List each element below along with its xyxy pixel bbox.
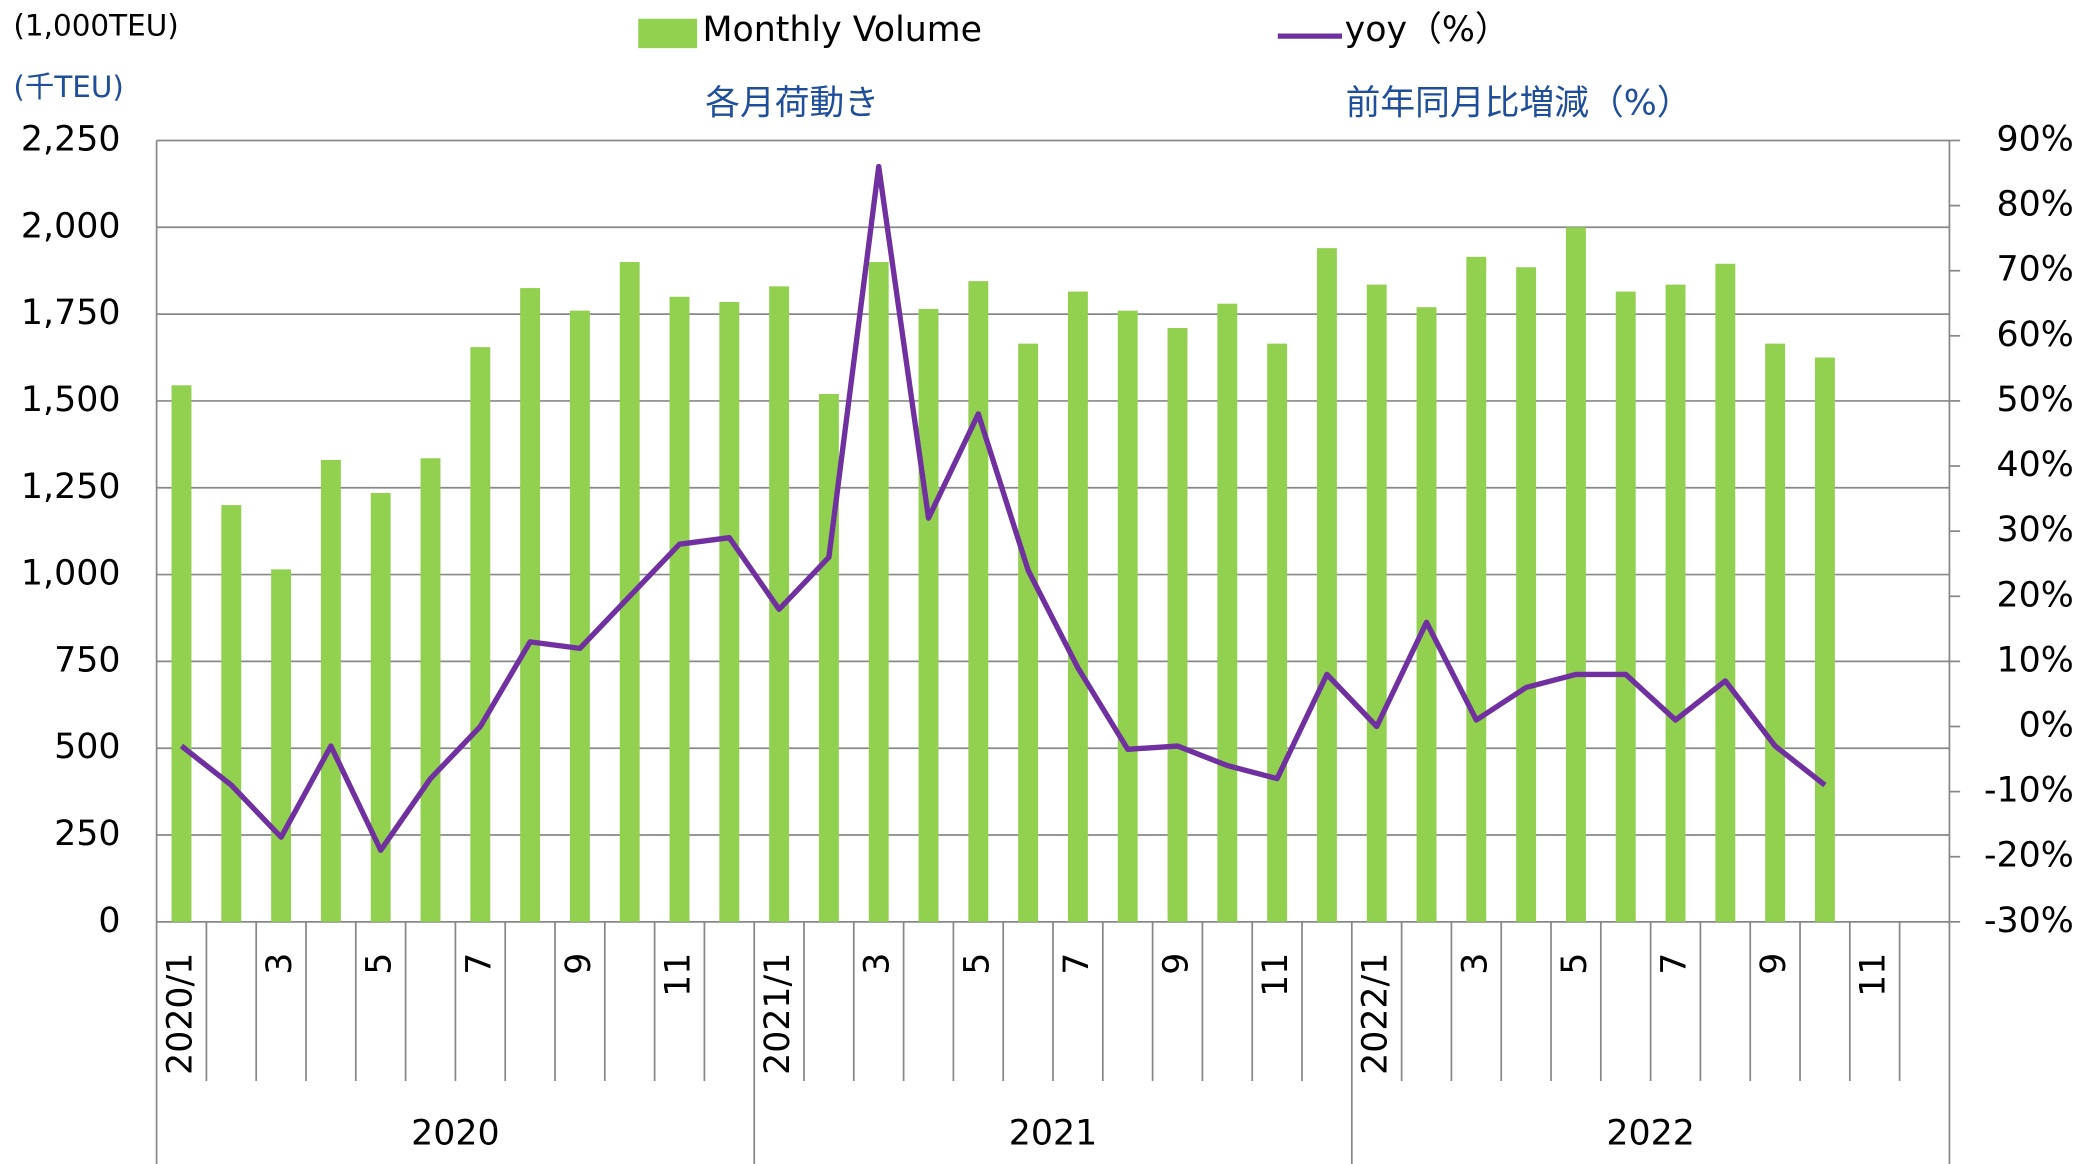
x-tick-label: 2021/1	[758, 953, 798, 1075]
y2-tick-label: 80%	[1997, 185, 2074, 225]
y2-tick-label: -20%	[1984, 836, 2074, 876]
bar	[1765, 343, 1786, 922]
bar	[868, 262, 889, 922]
bar	[171, 385, 192, 922]
y-tick-label: 1,500	[21, 380, 121, 420]
y2-tick-label: 60%	[1997, 315, 2074, 355]
bar	[1217, 303, 1238, 922]
bar	[520, 288, 541, 922]
unit-label-ja: (千TEU)	[13, 70, 123, 104]
y2-tick-label: 70%	[1997, 250, 2074, 290]
subtitle: 前年同月比増減（%）	[1346, 83, 1692, 123]
bar	[1516, 267, 1537, 922]
legend-label: Monthly Volume	[702, 10, 982, 50]
x-tick-label: 5	[1555, 953, 1595, 975]
y2-tick-label: 20%	[1997, 575, 2074, 615]
bar	[1615, 291, 1636, 922]
bar	[1067, 291, 1088, 922]
y2-tick-label: 30%	[1997, 510, 2074, 550]
x-tick-label: 5	[957, 953, 997, 975]
y-tick-label: 0	[98, 901, 120, 941]
x-tick-label: 3	[858, 953, 898, 975]
y-tick-label: 500	[54, 727, 120, 767]
legend-swatch	[638, 18, 698, 49]
bar	[1466, 256, 1487, 922]
y2-tick-label: 40%	[1997, 445, 2074, 485]
x-tick-label: 11	[1854, 953, 1894, 997]
x-tick-label: 5	[360, 953, 400, 975]
x-tick-label: 7	[1057, 953, 1097, 975]
bar	[221, 505, 242, 922]
y2-tick-label: -10%	[1984, 771, 2074, 811]
bar	[569, 310, 590, 922]
bar	[918, 308, 939, 922]
y-tick-label: 2,000	[21, 206, 121, 246]
bar	[1814, 357, 1835, 922]
bar	[470, 347, 491, 922]
x-tick-label: 2020/1	[161, 953, 201, 1075]
x-tick-label: 2022/1	[1356, 953, 1396, 1075]
bar	[669, 296, 690, 922]
y-tick-label: 750	[54, 640, 120, 680]
x-tick-label: 7	[1655, 953, 1695, 975]
bar	[1715, 263, 1736, 922]
x-tick-label: 3	[260, 953, 300, 975]
y2-tick-label: 90%	[1997, 119, 2074, 159]
y-tick-label: 2,250	[21, 119, 121, 159]
y-tick-label: 1,250	[21, 467, 121, 507]
y-tick-label: 1,750	[21, 293, 121, 333]
unit-label: (1,000TEU)	[13, 8, 178, 42]
x-tick-label: 7	[459, 953, 499, 975]
x-tick-label: 3	[1455, 953, 1495, 975]
bar	[1565, 227, 1586, 922]
line	[179, 163, 1827, 853]
bar	[370, 492, 391, 922]
bar	[1416, 307, 1437, 922]
x-tick-label: 9	[1754, 953, 1794, 975]
bar	[1366, 284, 1387, 922]
y2-tick-label: -30%	[1984, 901, 2074, 941]
year-label: 2021	[1009, 1114, 1097, 1154]
bar	[420, 458, 441, 922]
y2-tick-label: 50%	[1997, 380, 2074, 420]
bar	[968, 281, 989, 922]
x-tick-label: 11	[1256, 953, 1296, 997]
y-tick-label: 250	[54, 814, 120, 854]
bar	[719, 301, 740, 922]
bar	[271, 569, 292, 922]
bar	[619, 262, 640, 922]
year-label: 2020	[411, 1114, 499, 1154]
y2-tick-label: 10%	[1997, 640, 2074, 680]
bar	[320, 459, 341, 922]
x-tick-label: 11	[659, 953, 699, 997]
bar	[1018, 343, 1039, 922]
y-tick-label: 1,000	[21, 554, 121, 594]
legend-label: yoy（%）	[1345, 10, 1510, 50]
subtitle: 各月荷動き	[705, 83, 879, 123]
x-tick-label: 9	[1157, 953, 1197, 975]
bar	[1316, 248, 1337, 922]
bar	[818, 393, 839, 922]
bar	[1665, 284, 1686, 922]
bar	[1267, 343, 1288, 922]
bar	[1117, 310, 1138, 922]
year-label: 2022	[1606, 1114, 1694, 1154]
bar	[1167, 328, 1188, 922]
x-tick-label: 9	[559, 953, 599, 975]
bar	[769, 286, 790, 922]
y2-tick-label: 0%	[2019, 705, 2074, 745]
